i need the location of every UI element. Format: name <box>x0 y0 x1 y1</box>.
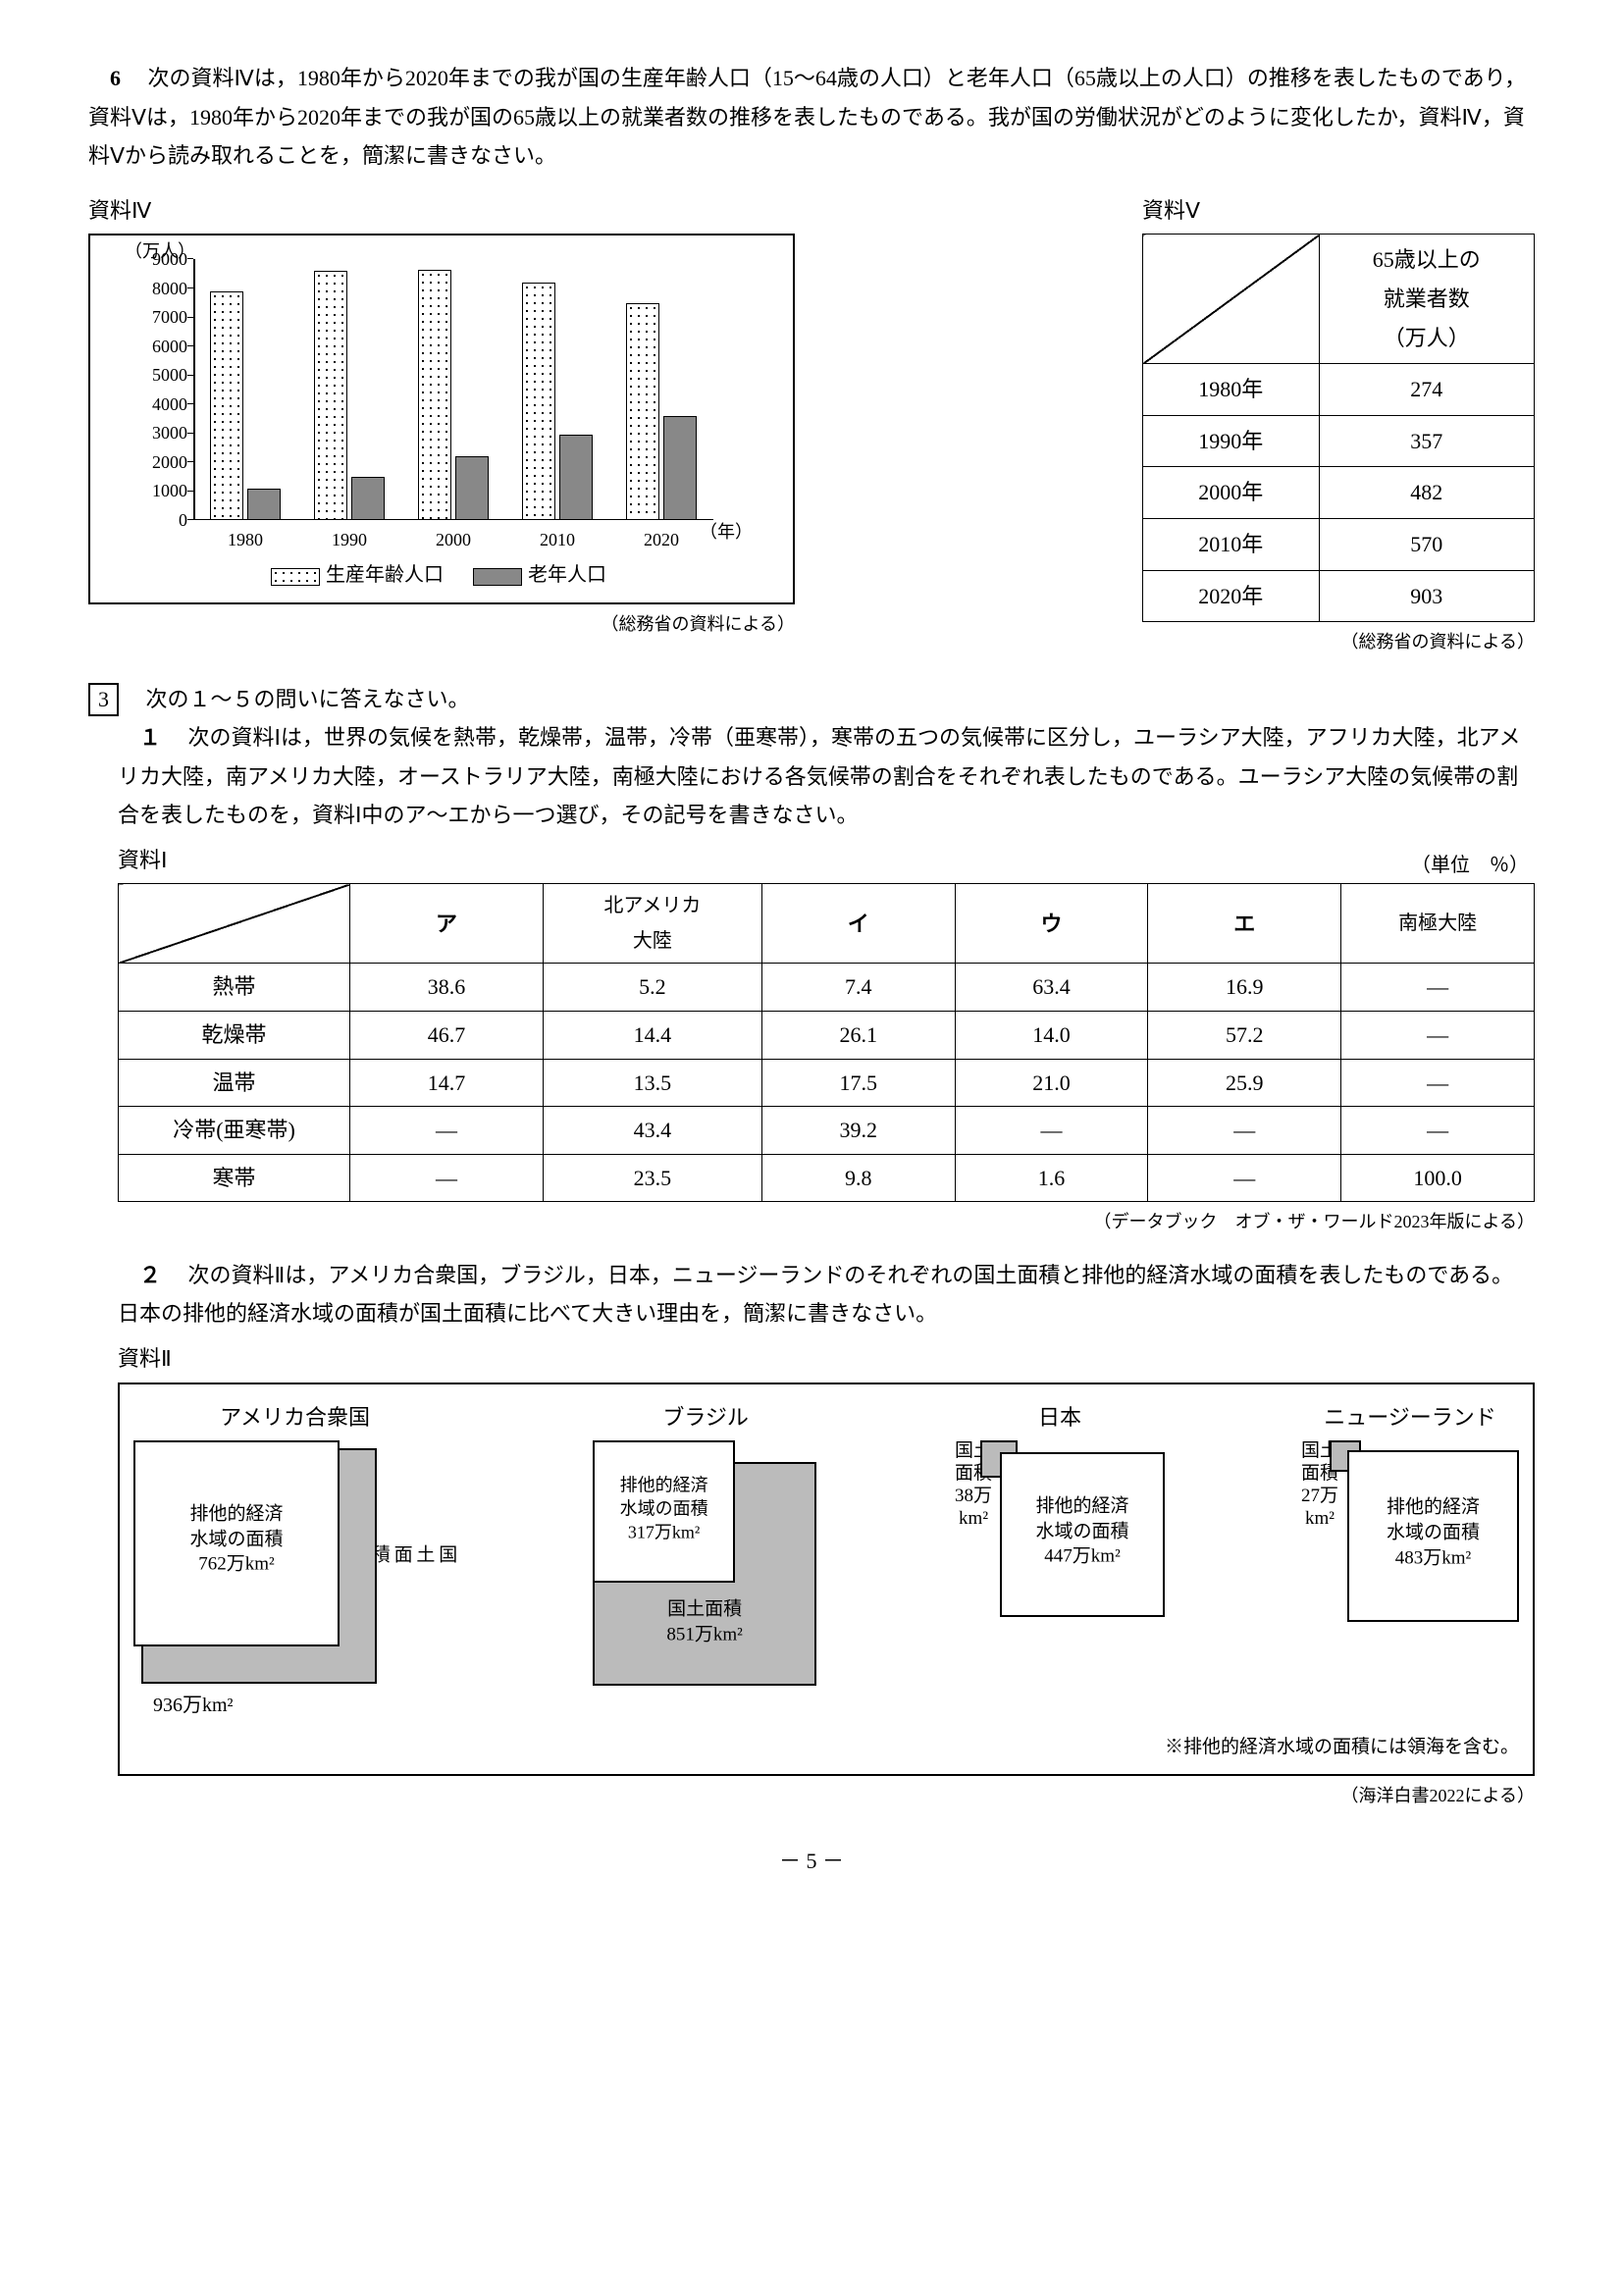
y-tick-label: 0 <box>179 504 187 536</box>
res1-title: 資料Ⅰ <box>118 841 168 880</box>
swatch-dotted <box>271 568 320 586</box>
swatch-grey <box>473 568 522 586</box>
table-row: 温帯14.713.517.521.025.9— <box>119 1059 1535 1107</box>
y-tick-label: 9000 <box>152 243 187 275</box>
table-row: 熱帯38.65.27.463.416.9— <box>119 964 1535 1012</box>
y-tick-label: 8000 <box>152 273 187 304</box>
country-nz: ニュージーランド 国土 面積 27万 km² 排他的経済 水域の面積 483万k… <box>1301 1398 1519 1623</box>
col-header <box>119 884 350 964</box>
country-br: ブラジル 国土面積 851万km² 排他的経済 水域の面積 317万km² <box>593 1398 818 1687</box>
x-tick-label: 2000 <box>424 524 483 555</box>
resource-1: 資料Ⅰ （単位 ％） ア北アメリカ 大陸イウエ南極大陸 熱帯38.65.27.4… <box>88 835 1535 1238</box>
table-i: ア北アメリカ 大陸イウエ南極大陸 熱帯38.65.27.463.416.9—乾燥… <box>118 883 1535 1202</box>
table-row: 1990年357 <box>1143 415 1535 467</box>
table-row: 1980年274 <box>1143 364 1535 416</box>
chart-legend: 生産年齢人口 老年人口 <box>102 557 775 593</box>
question-6: 6 次の資料Ⅳは，1980年から2020年までの我が国の生産年齢人口（15～64… <box>88 59 1535 176</box>
country-us: アメリカ合衆国 排他的経済 水域の面積 762万km² 国 土 面 積 936万… <box>133 1398 456 1724</box>
res2-title: 資料Ⅱ <box>118 1339 1535 1379</box>
q6-num: 6 <box>110 66 121 90</box>
y-tick-label: 6000 <box>152 331 187 362</box>
x-unit: （年） <box>700 516 753 548</box>
x-tick-label: 1980 <box>216 524 275 555</box>
res2-source: （海洋白書2022による） <box>118 1780 1535 1811</box>
res5-title: 資料Ⅴ <box>1142 191 1535 231</box>
table-row: 2020年903 <box>1143 570 1535 622</box>
col-header: イ <box>761 884 955 964</box>
table-row: 2000年482 <box>1143 467 1535 519</box>
bar-working-age <box>210 291 243 520</box>
bar-chart: （万人） （年） 0100020003000400050006000700080… <box>134 247 743 551</box>
q6-text: 6 次の資料Ⅳは，1980年から2020年までの我が国の生産年齢人口（15～64… <box>88 59 1535 176</box>
diag-cell <box>1143 235 1320 364</box>
y-tick-label: 2000 <box>152 446 187 478</box>
q3-1-text: １ 次の資料Ⅰは，世界の気候を熱帯，乾燥帯，温帯，冷帯（亜寒帯），寒帯の五つの気… <box>118 718 1535 835</box>
y-tick-label: 7000 <box>152 301 187 333</box>
page-number: － 5 － <box>88 1842 1535 1881</box>
q3-2-text: ２ 次の資料Ⅱは，アメリカ合衆国，ブラジル，日本，ニュージーランドのそれぞれの国… <box>118 1256 1535 1333</box>
bar-working-age <box>522 283 555 520</box>
y-tick-label: 1000 <box>152 476 187 507</box>
col-header: 北アメリカ 大陸 <box>543 884 761 964</box>
x-tick-label: 2020 <box>632 524 691 555</box>
table-v-header: 65歳以上の 就業者数 （万人） <box>1319 235 1534 364</box>
table-row: 寒帯—23.59.81.6—100.0 <box>119 1154 1535 1202</box>
table-v: 65歳以上の 就業者数 （万人） 1980年2741990年3572000年48… <box>1142 234 1535 622</box>
table-row: 2010年570 <box>1143 518 1535 570</box>
bar-working-age <box>626 303 659 521</box>
y-tick-label: 5000 <box>152 359 187 391</box>
bar-elderly <box>351 477 385 520</box>
res2-note: ※排他的経済水域の面積には領海を含む。 <box>133 1731 1519 1764</box>
col-header: 南極大陸 <box>1341 884 1535 964</box>
res4-title: 資料Ⅳ <box>88 191 795 231</box>
res1-unit: （単位 ％） <box>1411 848 1529 883</box>
res5-source: （総務省の資料による） <box>1142 626 1535 657</box>
q3-2-num: ２ <box>139 1263 161 1287</box>
resource-5: 資料Ⅴ 65歳以上の 就業者数 （万人） 1980年2741990年357200… <box>1142 185 1535 658</box>
col-header: エ <box>1148 884 1341 964</box>
country-jp: 日本 国土 面積 38万 km² 排他的経済 水域の面積 447万km² <box>955 1398 1165 1618</box>
resource-4: 資料Ⅳ （万人） （年） 010002000300040005000600070… <box>88 185 795 641</box>
table-row: 冷帯(亜寒帯)—43.439.2——— <box>119 1107 1535 1155</box>
y-tick-label: 4000 <box>152 389 187 420</box>
q6-body: 次の資料Ⅳは，1980年から2020年までの我が国の生産年齢人口（15～64歳の… <box>88 66 1526 168</box>
q3-1-num: １ <box>139 725 161 750</box>
resource-2: 資料Ⅱ アメリカ合衆国 排他的経済 水域の面積 762万km² 国 土 面 積 <box>88 1339 1535 1812</box>
y-tick-label: 3000 <box>152 418 187 449</box>
table-row: 乾燥帯46.714.426.114.057.2— <box>119 1012 1535 1060</box>
col-header: ウ <box>955 884 1148 964</box>
col-header: ア <box>350 884 544 964</box>
x-tick-label: 2010 <box>528 524 587 555</box>
bar-elderly <box>247 489 281 521</box>
res1-source: （データブック オブ・ザ・ワールド2023年版による） <box>118 1206 1535 1237</box>
x-tick-label: 1990 <box>320 524 379 555</box>
bar-working-age <box>314 271 347 520</box>
res4-source: （総務省の資料による） <box>88 608 795 640</box>
section-3: 3 次の１～５の問いに答えなさい。 １ 次の資料Ⅰは，世界の気候を熱帯，乾燥帯，… <box>88 680 1535 1812</box>
bar-working-age <box>418 270 451 521</box>
bar-elderly <box>559 435 593 520</box>
section-3-num: 3 <box>88 683 119 717</box>
bar-elderly <box>455 456 489 520</box>
section-3-lead: 次の１～５の問いに答えなさい。 <box>146 687 470 711</box>
bar-elderly <box>663 416 697 520</box>
